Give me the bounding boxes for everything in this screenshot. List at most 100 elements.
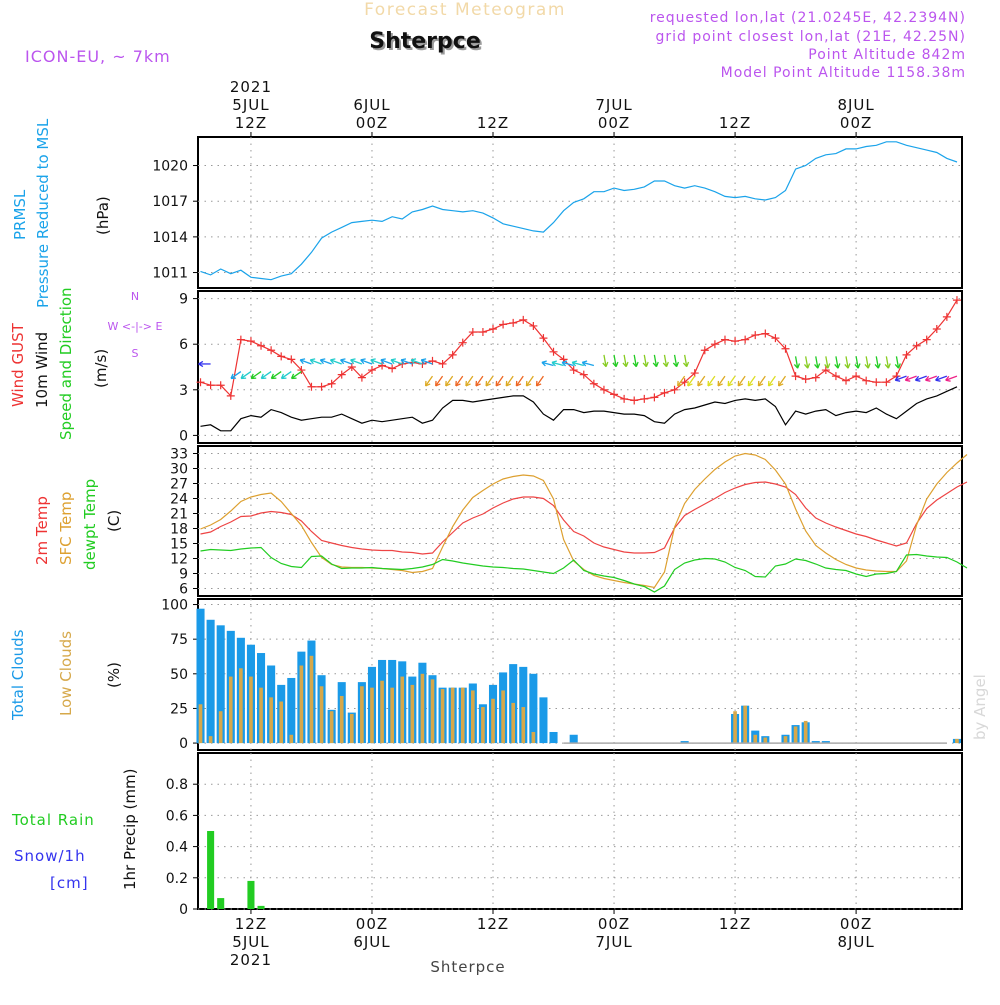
gust-marker <box>317 382 326 391</box>
low-clouds-bar <box>501 690 505 744</box>
rain-bar <box>207 831 215 909</box>
gust-marker <box>458 338 467 347</box>
wind-arrow <box>561 361 574 367</box>
top-time-text: 7JUL <box>595 96 632 114</box>
low-clouds-bar <box>430 679 435 744</box>
bottom-time-text: 12Z <box>477 915 509 933</box>
gust-marker <box>932 325 941 333</box>
gust-marker <box>831 372 840 381</box>
wind-arrow-head <box>687 380 693 387</box>
gust-marker <box>569 366 578 375</box>
wind-arrow-head <box>329 358 336 365</box>
wind-arrow <box>310 359 322 365</box>
bottom-time-text: 8JUL <box>837 933 874 951</box>
precipitation-panel: 0 0.2 0.4 0.6 0.8 <box>166 752 963 918</box>
wind-arrow-head <box>622 361 629 368</box>
temperature-ytick-label: 15 <box>170 537 188 553</box>
wind-arrow-head <box>485 380 491 387</box>
gust-marker <box>922 335 931 344</box>
wind-direction-arrows <box>189 354 958 387</box>
wind-arrow <box>653 354 658 367</box>
wind-arrow <box>370 359 383 365</box>
rain-bar <box>217 898 225 909</box>
low-clouds-bar <box>390 687 394 744</box>
top-time-label: 12Z <box>477 114 508 137</box>
clouds-ytick-label: 75 <box>170 632 188 648</box>
low-clouds-bar <box>339 695 344 744</box>
low-clouds-bar <box>783 736 788 744</box>
temperature-ytick-label: 12 <box>170 552 188 568</box>
gust-marker <box>367 366 376 375</box>
wind-arrow <box>855 356 859 369</box>
precipitation-ytick-label: 0.4 <box>166 840 188 856</box>
gust-marker <box>579 370 588 379</box>
wind-arrow-head <box>350 358 356 365</box>
gust-marker <box>761 329 770 338</box>
wind-arrow-head <box>814 363 821 369</box>
low-clouds-bar <box>753 734 758 744</box>
low-clouds-bar <box>249 676 253 744</box>
wind-arrow-head <box>561 360 568 367</box>
total-clouds-bar <box>216 625 225 744</box>
wind-arrow-head <box>894 375 901 382</box>
clouds-panel: 0 25 50 75 100 <box>161 598 963 752</box>
wind-arrow <box>623 354 627 367</box>
wind-arrow-head <box>602 361 609 368</box>
total-clouds-bar <box>821 741 830 744</box>
wind-arrow-head <box>824 363 831 369</box>
low-clouds-bar <box>309 655 314 744</box>
low-clouds-bar <box>370 687 374 744</box>
gust-marker <box>478 328 487 337</box>
gust-marker <box>781 344 790 353</box>
bottom-time-text: 12Z <box>719 915 751 933</box>
low-clouds-bar <box>259 687 263 744</box>
wind-arrow-head <box>874 363 881 369</box>
low-clouds-bar <box>360 686 364 744</box>
wind-arrow-head <box>495 380 502 387</box>
wind-arrow <box>707 375 716 387</box>
temperature-series-dewpt-temp <box>200 546 968 593</box>
gust-marker <box>771 334 780 343</box>
wind-arrow <box>895 356 900 369</box>
low-clouds-bar <box>420 673 425 744</box>
wind-arrow-head <box>682 361 690 368</box>
wind-arrow <box>435 375 444 387</box>
wind-arrow <box>925 375 938 381</box>
pressure-ylabel-2: Pressure Reduced to MSL <box>34 118 52 308</box>
bottom-time-text: 00Z <box>356 915 388 933</box>
gust-marker <box>529 321 538 330</box>
wind-arrow-head <box>697 380 703 387</box>
wind-arrow <box>737 375 746 387</box>
pressure-ylabel-1: PRMSL <box>11 189 29 240</box>
wind-arrow-head <box>515 380 522 387</box>
wind-arrow-head <box>541 360 547 367</box>
wind-arrow-head <box>793 363 801 369</box>
wind-frame <box>197 290 963 444</box>
precipitation-ytick-label: 0.8 <box>166 777 188 793</box>
wind-arrow-head <box>189 361 193 366</box>
sfc-ylabel: SFC Temp <box>57 492 75 565</box>
precipitation-ytick-label: 0 <box>179 902 188 918</box>
bottom-time-text: 00Z <box>840 915 872 933</box>
wind-axis-labels: Wind GUST 10m Wind Speed and Direction (… <box>9 287 162 440</box>
wind-arrow <box>825 356 829 369</box>
rain-ylabel: Total Rain <box>11 811 95 829</box>
gust-ylabel: Wind GUST <box>9 322 27 407</box>
low-clouds-bar <box>803 720 808 744</box>
top-time-text: 8JUL <box>837 96 874 114</box>
low-clouds-bar <box>793 726 798 744</box>
temperature-series-2m-temp <box>200 481 968 555</box>
low-clouds-bar <box>955 738 959 744</box>
wind-arrow-head <box>370 358 376 365</box>
wind-arrow-head <box>571 360 578 367</box>
bottom-time-label: 12Z <box>477 909 509 933</box>
wind-arrow-head <box>475 380 481 387</box>
low-clouds-bar <box>239 668 243 744</box>
top-time-label: 12Z <box>719 114 750 137</box>
wind-arrow-head <box>677 380 683 387</box>
wind-arrow <box>536 375 544 387</box>
gust-marker <box>811 373 820 382</box>
